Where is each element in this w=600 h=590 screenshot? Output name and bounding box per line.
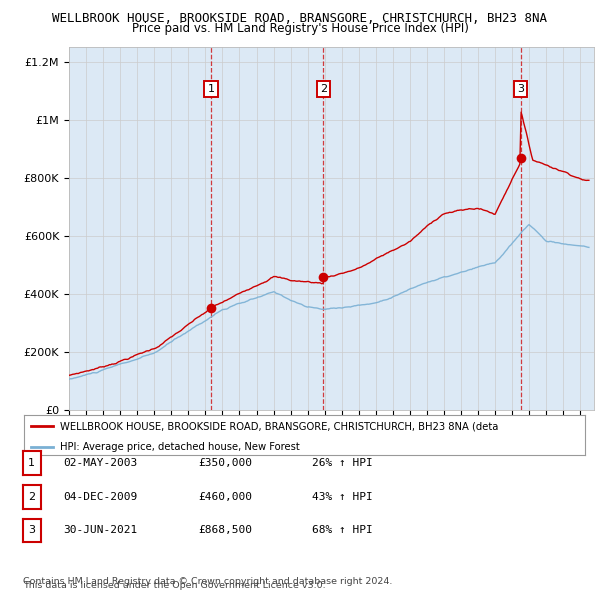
Text: 30-JUN-2021: 30-JUN-2021 [63, 526, 137, 535]
Text: 1: 1 [208, 84, 214, 94]
Text: Price paid vs. HM Land Registry's House Price Index (HPI): Price paid vs. HM Land Registry's House … [131, 22, 469, 35]
Text: Contains HM Land Registry data © Crown copyright and database right 2024.: Contains HM Land Registry data © Crown c… [23, 577, 392, 586]
Text: WELLBROOK HOUSE, BROOKSIDE ROAD, BRANSGORE, CHRISTCHURCH, BH23 8NA: WELLBROOK HOUSE, BROOKSIDE ROAD, BRANSGO… [53, 12, 548, 25]
Text: 26% ↑ HPI: 26% ↑ HPI [312, 458, 373, 468]
Text: 68% ↑ HPI: 68% ↑ HPI [312, 526, 373, 535]
Text: 2: 2 [320, 84, 327, 94]
Text: 3: 3 [28, 526, 35, 535]
Text: £868,500: £868,500 [198, 526, 252, 535]
Text: This data is licensed under the Open Government Licence v3.0.: This data is licensed under the Open Gov… [23, 581, 325, 590]
Text: 2: 2 [28, 492, 35, 502]
Text: 1: 1 [28, 458, 35, 468]
Text: 04-DEC-2009: 04-DEC-2009 [63, 492, 137, 502]
Text: 02-MAY-2003: 02-MAY-2003 [63, 458, 137, 468]
Text: £350,000: £350,000 [198, 458, 252, 468]
Text: WELLBROOK HOUSE, BROOKSIDE ROAD, BRANSGORE, CHRISTCHURCH, BH23 8NA (deta: WELLBROOK HOUSE, BROOKSIDE ROAD, BRANSGO… [60, 421, 498, 431]
Text: HPI: Average price, detached house, New Forest: HPI: Average price, detached house, New … [60, 442, 299, 452]
Text: 3: 3 [517, 84, 524, 94]
Text: £460,000: £460,000 [198, 492, 252, 502]
Text: 43% ↑ HPI: 43% ↑ HPI [312, 492, 373, 502]
